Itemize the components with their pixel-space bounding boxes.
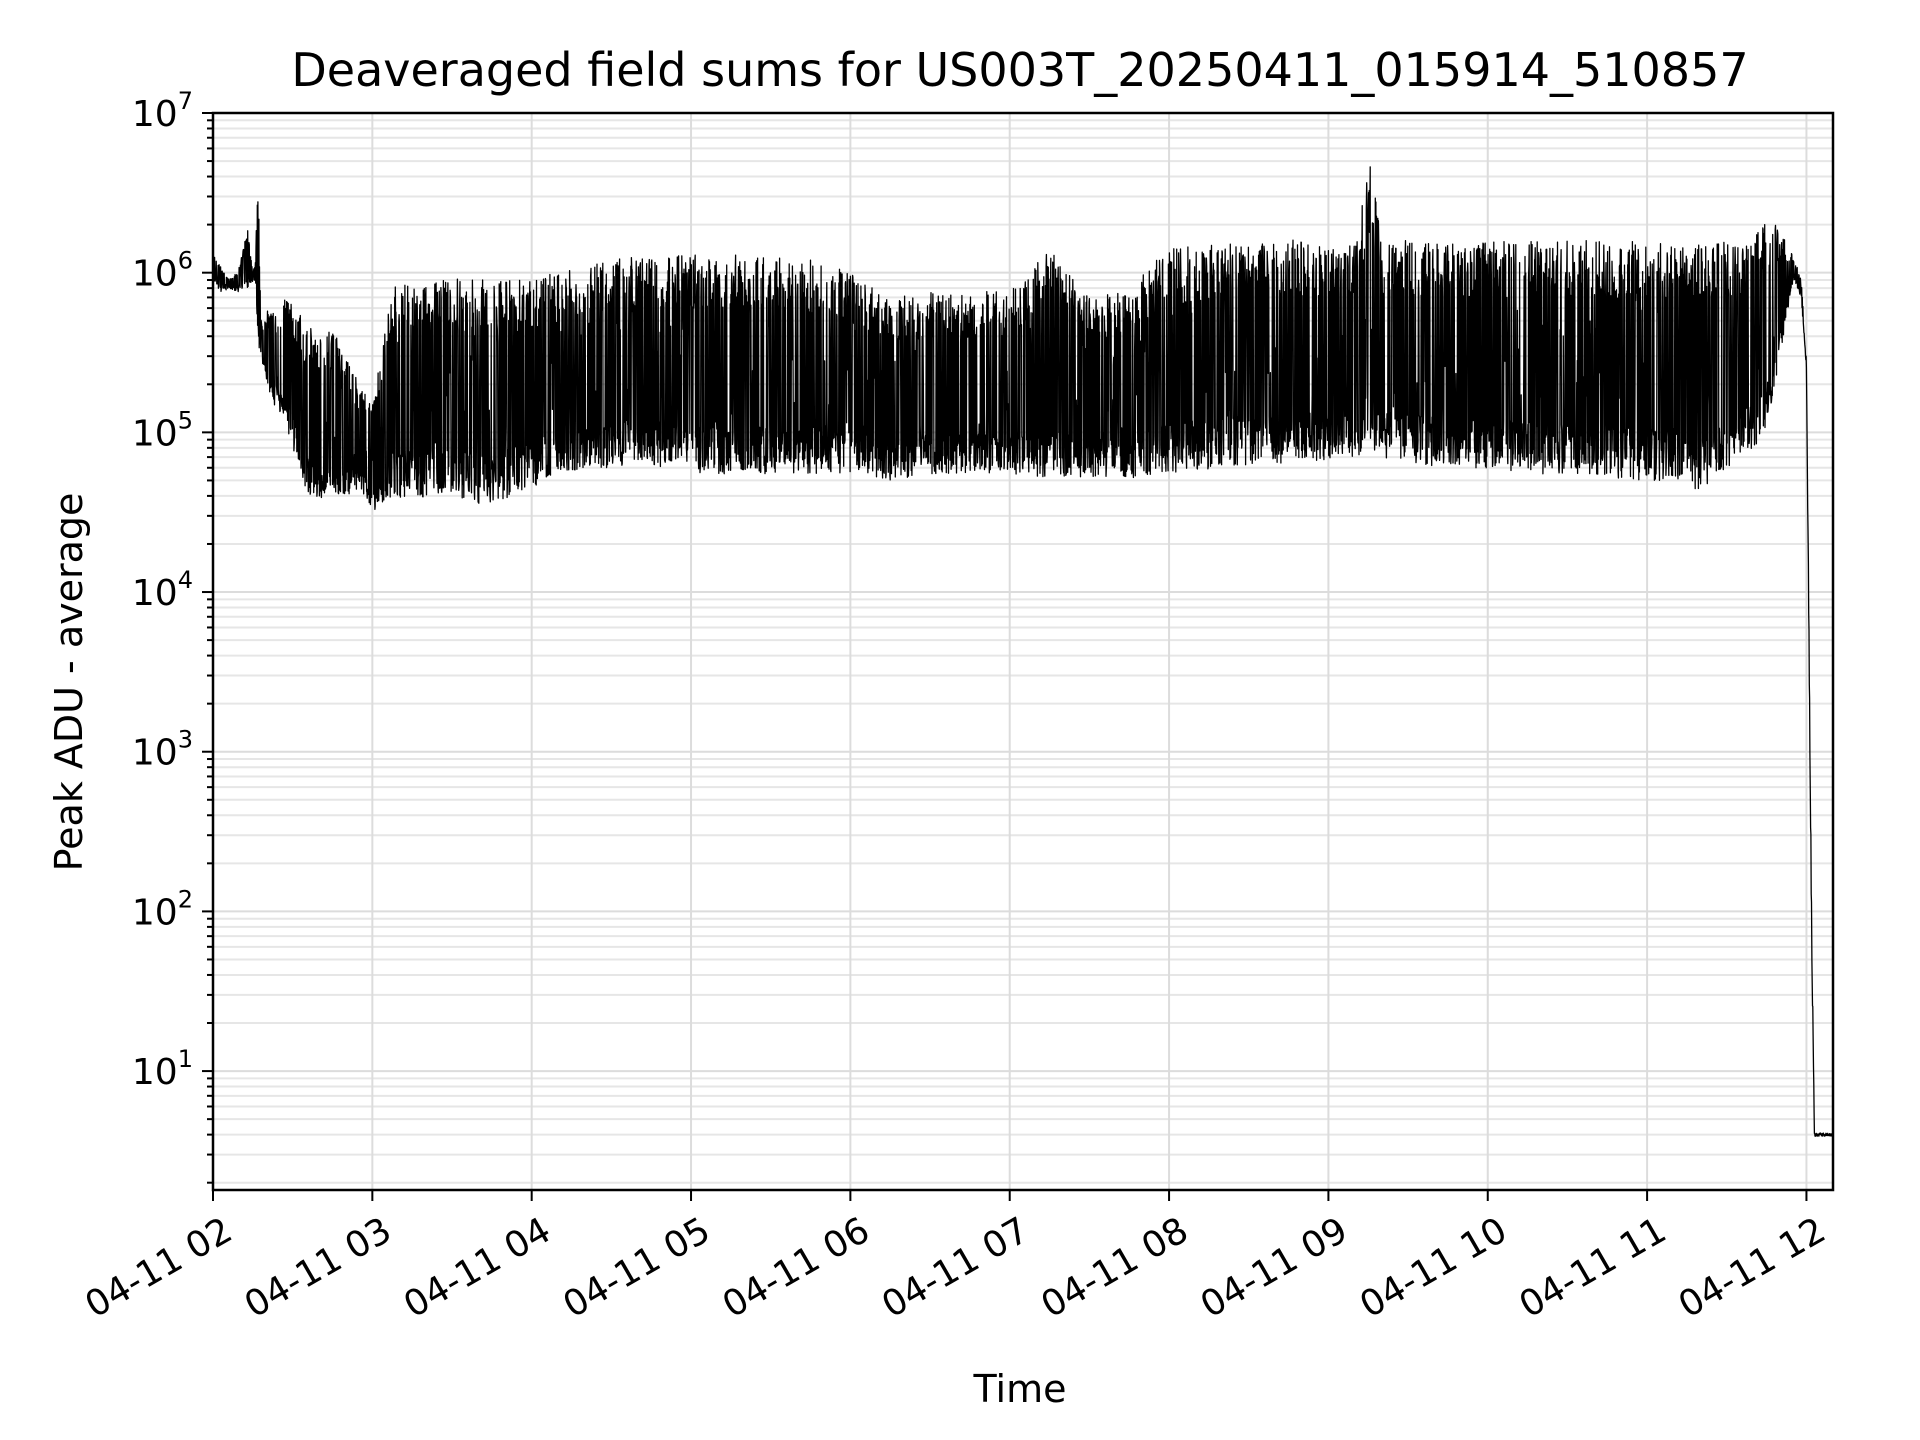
y-tick-label: 107 [132, 87, 193, 135]
x-axis-label: Time [973, 1367, 1067, 1411]
y-tick-label-base: 10 [132, 892, 178, 933]
series-line [212, 166, 1834, 1137]
y-tick-label-base: 10 [132, 573, 178, 614]
y-tick-label: 106 [132, 247, 193, 295]
y-tick-label-base: 10 [132, 94, 178, 135]
series-line-path [212, 166, 1834, 1137]
y-tick-label: 104 [132, 566, 193, 614]
y-axis-label: Peak ADU - average [47, 493, 91, 872]
y-tick-label: 101 [132, 1045, 193, 1093]
y-tick-label-base: 10 [132, 733, 178, 774]
grid [212, 112, 1833, 1190]
chart-title: Deaveraged field sums for US003T_2025041… [291, 43, 1748, 97]
y-tick-label-exponent: 5 [178, 406, 193, 434]
y-tick-label-exponent: 4 [178, 566, 193, 594]
y-tick-label-base: 10 [132, 254, 178, 295]
y-tick-label-exponent: 6 [178, 247, 193, 275]
y-tick-label-exponent: 1 [178, 1045, 193, 1073]
y-tick-label-exponent: 2 [178, 885, 193, 913]
y-tick-label-exponent: 3 [178, 726, 193, 754]
y-tick-label: 102 [132, 885, 193, 933]
y-tick-label: 105 [132, 406, 193, 454]
y-tick-label-exponent: 7 [178, 87, 193, 115]
y-tick-label-base: 10 [132, 1052, 178, 1093]
y-tick-label-base: 10 [132, 413, 178, 454]
y-tick-label: 103 [132, 726, 193, 774]
plot-frame [211, 111, 1835, 1192]
